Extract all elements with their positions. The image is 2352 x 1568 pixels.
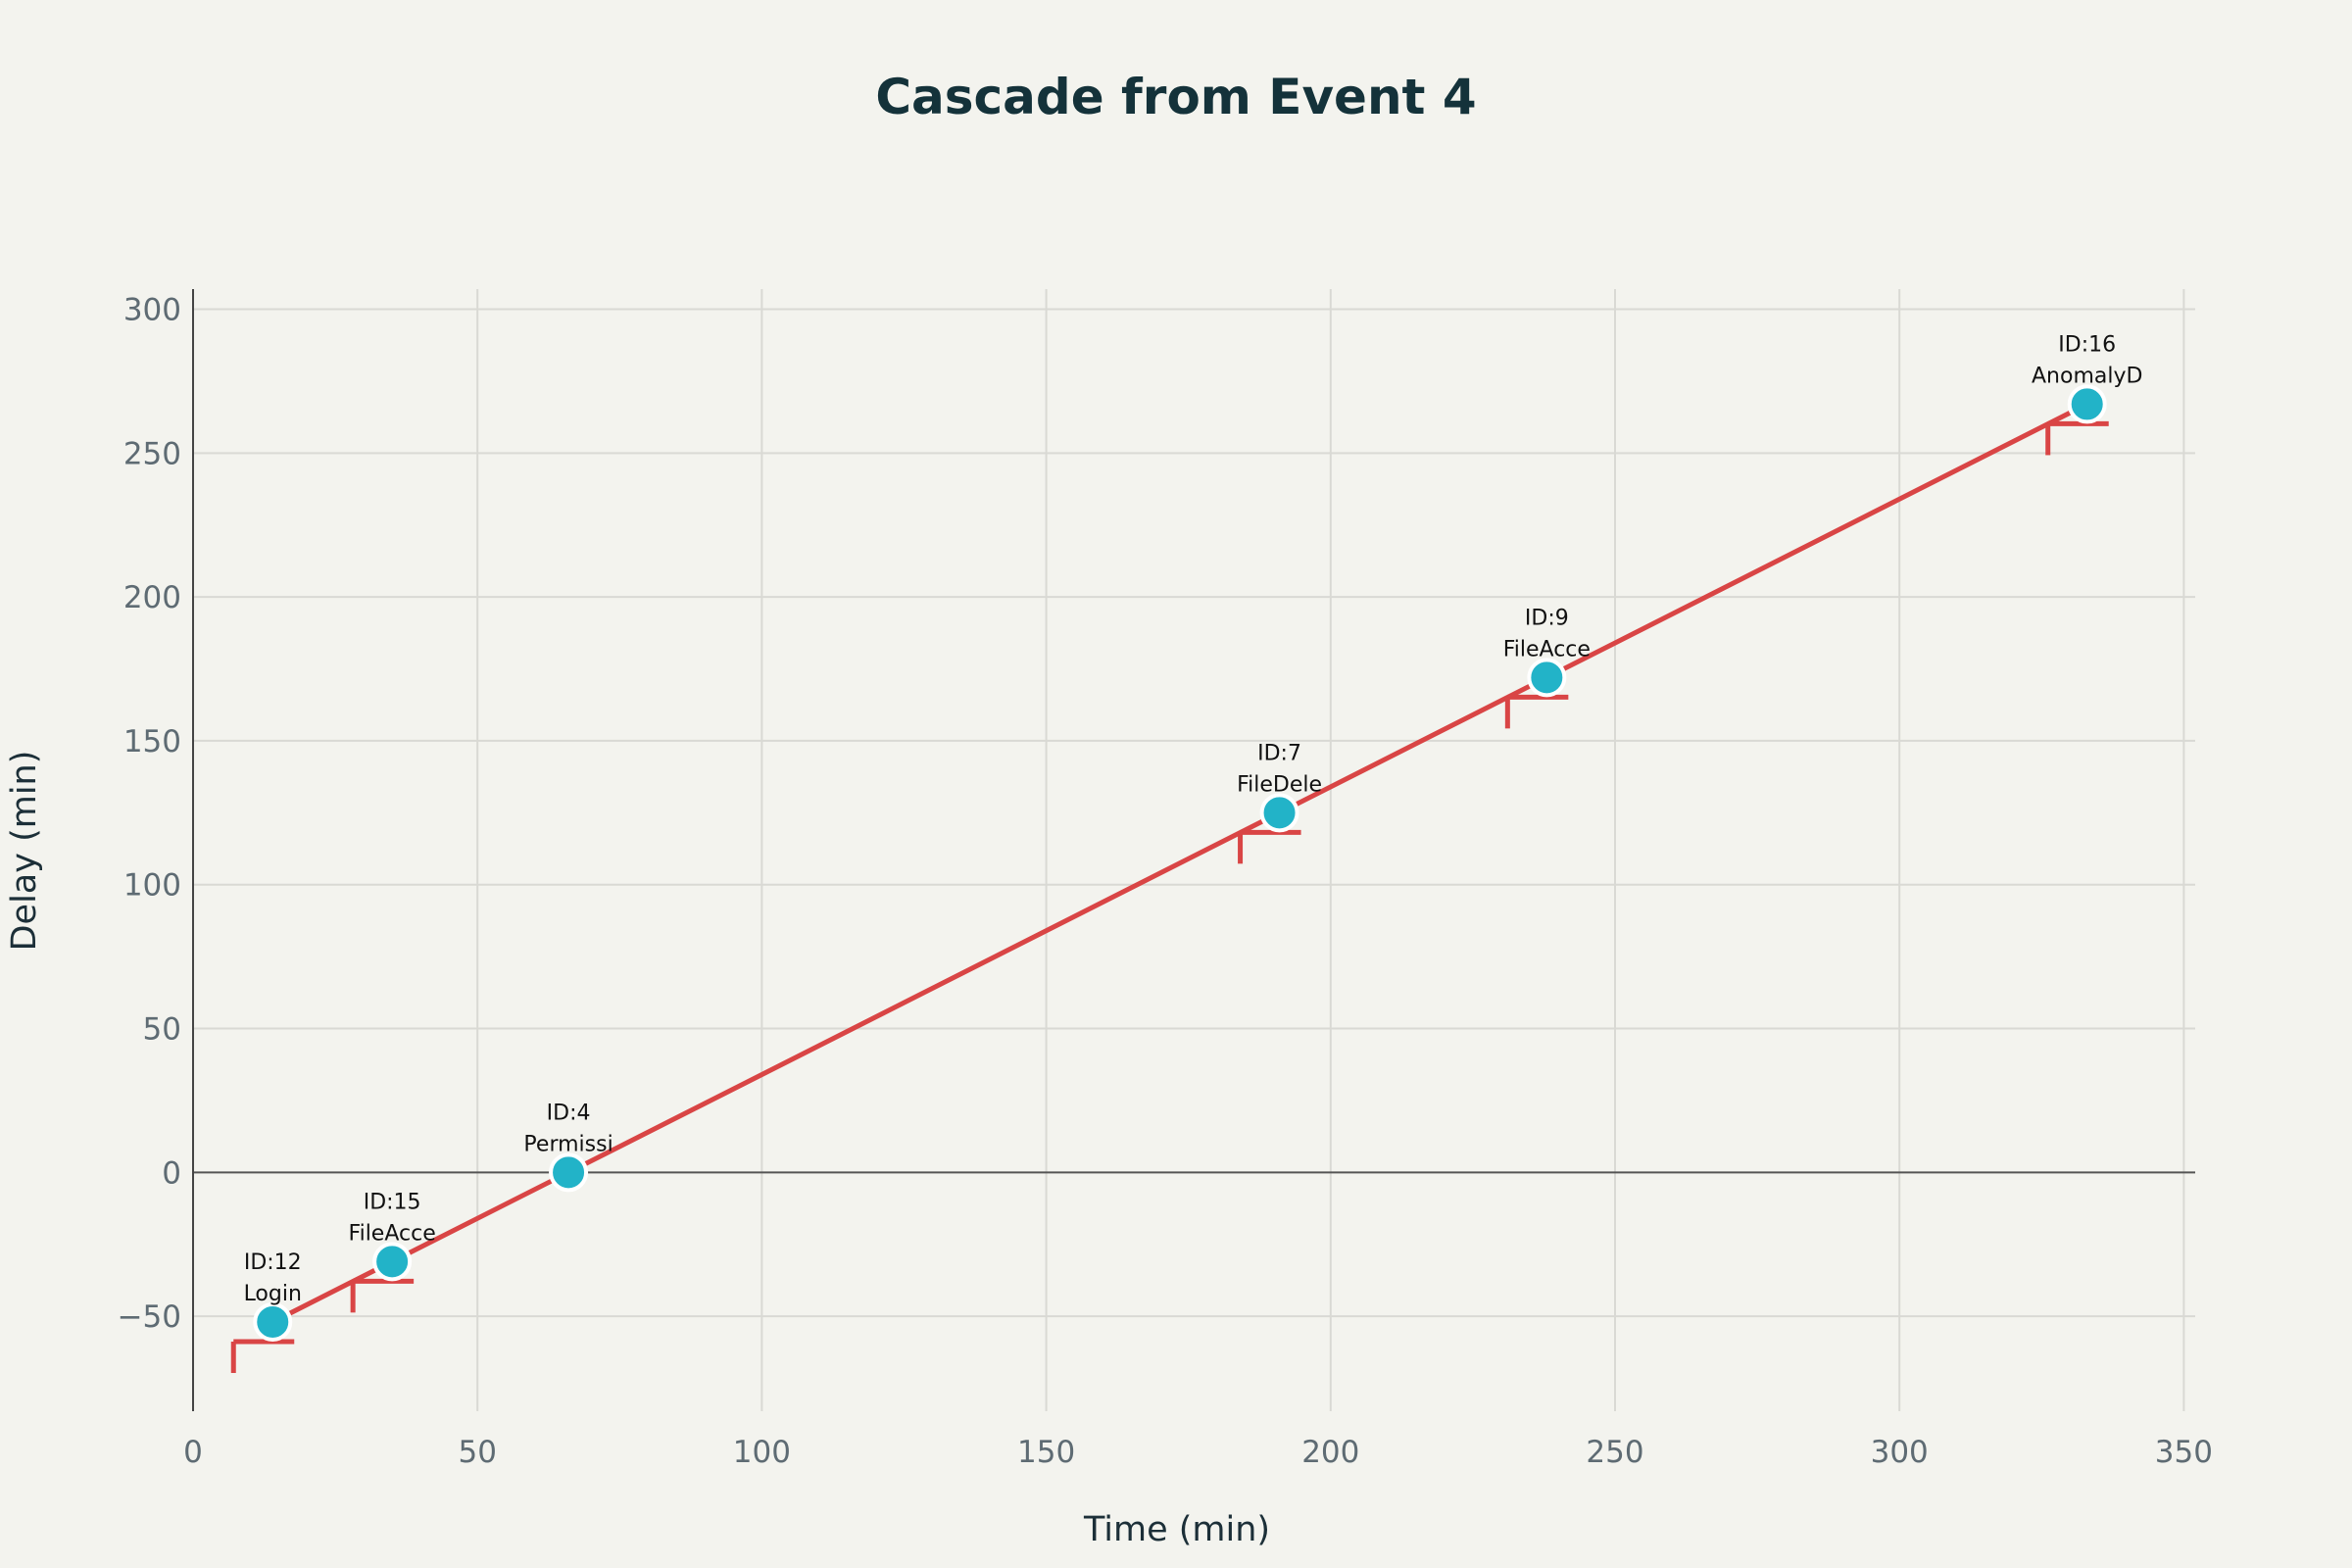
y-tick-label: 300 [123,293,181,328]
y-tick-label: 200 [123,580,181,615]
data-point [1259,793,1299,833]
point-type-label: FileDele [1237,772,1322,797]
point-id-label: ID:12 [244,1250,302,1275]
y-tick-label: 100 [123,868,181,904]
point-type-label: Permissi [523,1132,612,1156]
data-point [549,1152,589,1193]
direction-marker [1504,694,1569,729]
point-id-label: ID:7 [1257,741,1301,765]
point-type-label: FileAcce [1503,637,1591,662]
data-point [253,1301,293,1342]
x-axis-title: Time (min) [1083,1510,1270,1549]
grid [193,289,2195,1411]
y-tick-label: 0 [162,1155,181,1191]
data-point [372,1242,413,1282]
y-axis-title: Delay (min) [5,751,44,952]
direction-marker [2045,420,2109,456]
cascade-line [270,401,2090,1325]
point-id-label: ID:4 [547,1101,591,1125]
axes: 0 50 100 150 200 250 300 350 −50 0 50 100 150 200 250 3… [118,289,2213,1470]
y-tick-label: 250 [123,436,181,471]
y-tick-label: 50 [143,1012,181,1048]
direction-marker [230,1339,295,1373]
point-id-label: ID:16 [2058,332,2116,357]
point-label-layer: ID:12 Login ID:15 FileAcce ID:4 Permissi ID:7 F… [244,332,2143,1306]
data-point [1527,658,1567,698]
y-tick-label: −50 [118,1299,181,1335]
x-tick-label: 200 [1301,1435,1359,1470]
x-tick-label: 300 [1871,1435,1929,1470]
x-tick-label: 0 [183,1435,203,1470]
x-tick-label: 350 [2155,1435,2213,1470]
point-id-label: ID:9 [1525,606,1569,630]
direction-marker [1238,829,1301,864]
x-tick-label: 100 [733,1435,791,1470]
x-tick-label: 50 [458,1435,496,1470]
x-tick-label: 150 [1017,1435,1075,1470]
point-layer [253,384,2107,1342]
line-layer [230,401,2109,1373]
direction-marker [350,1278,415,1313]
data-point [2067,384,2107,424]
point-type-label: Login [244,1282,302,1306]
point-type-label: FileAcce [349,1221,436,1246]
point-id-label: ID:15 [364,1190,421,1214]
y-tick-label: 150 [123,724,181,760]
point-type-label: AnomalyD [2032,364,2142,388]
chart-title: Cascade from Event 4 [875,69,1476,125]
x-tick-label: 250 [1586,1435,1643,1470]
